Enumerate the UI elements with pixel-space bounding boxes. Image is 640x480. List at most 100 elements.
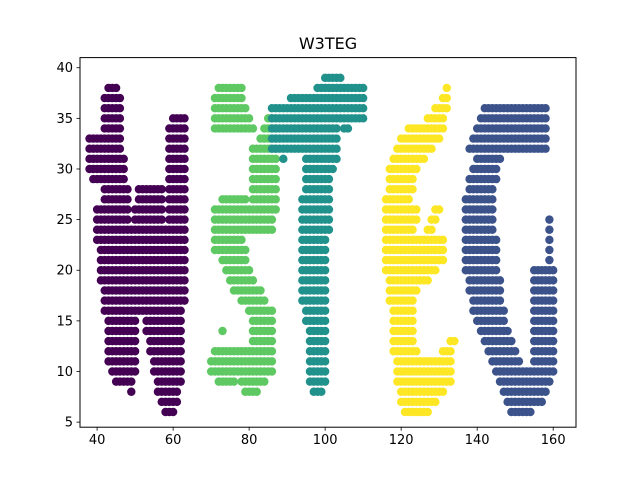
data-point <box>119 154 128 164</box>
data-point <box>324 205 334 214</box>
y-tick-label: 25 <box>56 213 73 228</box>
data-point <box>180 195 189 204</box>
data-point <box>271 185 280 194</box>
data-point <box>180 164 189 174</box>
data-point <box>442 104 451 113</box>
y-tick-label: 10 <box>56 365 73 380</box>
data-point <box>180 154 189 164</box>
data-point <box>180 266 189 275</box>
data-point <box>358 104 368 113</box>
data-point <box>332 144 341 153</box>
data-point <box>320 336 330 346</box>
data-point <box>408 326 417 336</box>
data-point <box>488 195 497 204</box>
data-point <box>495 154 505 164</box>
data-point <box>123 205 132 214</box>
data-point <box>127 387 136 396</box>
data-point <box>431 266 440 275</box>
data-point <box>119 174 128 184</box>
x-tick-label: 160 <box>541 433 566 448</box>
data-points <box>85 73 558 417</box>
data-point <box>111 83 121 93</box>
data-point <box>320 266 330 275</box>
data-point <box>244 114 254 123</box>
data-point <box>176 347 185 356</box>
data-point <box>434 134 444 143</box>
data-point <box>320 276 330 285</box>
data-point <box>408 296 417 305</box>
data-point <box>320 286 330 295</box>
data-point <box>237 235 246 245</box>
data-point <box>279 154 288 164</box>
data-point <box>123 215 132 224</box>
data-point <box>237 93 246 103</box>
data-point <box>423 276 432 285</box>
data-point <box>423 407 432 417</box>
data-point <box>180 124 189 133</box>
data-point <box>267 306 277 315</box>
data-point <box>229 377 239 386</box>
data-point <box>127 377 136 386</box>
data-point <box>404 195 413 204</box>
data-point <box>541 387 550 396</box>
data-point <box>549 316 558 326</box>
data-point <box>237 83 246 93</box>
data-point <box>320 357 330 366</box>
data-point <box>446 377 455 386</box>
data-point <box>499 316 508 326</box>
data-point <box>271 154 280 164</box>
data-point <box>180 296 189 305</box>
data-point <box>130 347 140 356</box>
data-point <box>271 195 280 204</box>
data-point <box>446 367 455 376</box>
data-point <box>176 367 185 376</box>
data-point <box>176 336 185 346</box>
data-point <box>130 357 140 366</box>
data-point <box>491 235 501 245</box>
data-point <box>545 215 554 224</box>
data-point <box>320 235 330 245</box>
data-point <box>115 104 125 113</box>
data-point <box>267 367 277 376</box>
data-point <box>549 336 558 346</box>
data-point <box>241 255 250 265</box>
chart-title: W3TEG <box>299 34 357 53</box>
data-point <box>491 266 501 275</box>
data-point <box>549 367 558 376</box>
data-point <box>320 326 330 336</box>
x-axis: 40 60 80 100 120 140 160 <box>89 427 566 448</box>
data-point <box>271 174 280 184</box>
data-point <box>248 124 258 133</box>
data-point <box>252 387 261 396</box>
data-point <box>248 276 258 285</box>
data-point <box>180 286 189 295</box>
data-point <box>320 367 330 376</box>
data-point <box>412 215 421 224</box>
x-tick-label: 120 <box>389 433 414 448</box>
data-point <box>267 316 277 326</box>
data-point <box>358 83 368 93</box>
data-point <box>180 215 189 224</box>
data-point <box>427 144 436 153</box>
data-point <box>549 266 558 275</box>
data-point <box>495 296 505 305</box>
data-point <box>168 407 178 417</box>
data-point <box>412 164 421 174</box>
data-point <box>545 377 554 386</box>
y-tick-label: 30 <box>56 162 73 177</box>
data-point <box>541 104 550 113</box>
data-point <box>549 286 558 295</box>
x-tick-label: 100 <box>313 433 338 448</box>
data-point <box>320 296 330 305</box>
data-point <box>157 185 166 194</box>
data-point <box>180 235 189 245</box>
data-point <box>320 347 330 356</box>
data-point <box>408 306 417 315</box>
series-3 <box>267 73 368 396</box>
data-point <box>541 114 550 123</box>
data-point <box>488 205 497 214</box>
data-point <box>260 296 269 305</box>
x-tick-label: 80 <box>241 433 258 448</box>
data-point <box>324 225 334 234</box>
